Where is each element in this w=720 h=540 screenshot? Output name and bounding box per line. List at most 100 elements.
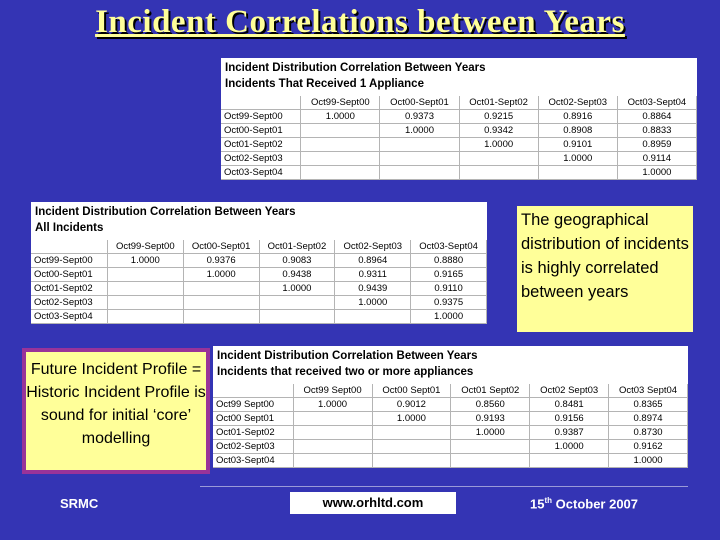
column-header: Oct99-Sept00: [301, 96, 380, 110]
column-header: Oct01 Sept02: [451, 384, 530, 398]
table-cell: 1.0000: [609, 454, 688, 468]
table-cell: 0.8365: [609, 398, 688, 412]
modelling-note: Future Incident Profile = Historic Incid…: [22, 348, 210, 474]
table-cell: 0.8880: [411, 254, 487, 268]
data-table: Oct99-Sept00 Oct00-Sept01 Oct01-Sept02 Oct0…: [31, 240, 487, 324]
table-row: Oct03-Sept04 1.0000: [213, 454, 688, 468]
table-cell: 1.0000: [411, 310, 487, 324]
table-cell: 0.8959: [617, 138, 696, 152]
table-cell: [530, 454, 609, 468]
table-cell: [380, 166, 459, 180]
header-row: Oct99 Sept00 Oct00 Sept01 Oct01 Sept02 Oct0…: [213, 384, 688, 398]
column-header: Oct03 Sept04: [609, 384, 688, 398]
footer-divider: [200, 486, 688, 487]
table-cell: 0.9193: [451, 412, 530, 426]
table-cell: 1.0000: [107, 254, 183, 268]
table-cell: [538, 166, 617, 180]
table-cell: [372, 454, 451, 468]
table-cell: 1.0000: [372, 412, 451, 426]
table-cell: [293, 412, 372, 426]
column-header: Oct00-Sept01: [183, 240, 259, 254]
table-cell: [459, 166, 538, 180]
column-header: Oct03-Sept04: [617, 96, 696, 110]
table-row: Oct03-Sept04 1.0000: [221, 166, 697, 180]
table-cell: 0.9162: [609, 440, 688, 454]
table-row: Oct00 Sept01 1.0000 0.9193 0.9156 0.8974: [213, 412, 688, 426]
table-cell: [372, 440, 451, 454]
table-row: Oct02-Sept03 1.0000 0.9162: [213, 440, 688, 454]
table-heading-line-1: Incident Distribution Correlation Betwee…: [225, 60, 693, 76]
table-row: Oct01-Sept02 1.0000 0.9101 0.8959: [221, 138, 697, 152]
table-cell: [380, 138, 459, 152]
table-cell: [293, 426, 372, 440]
column-header: Oct00-Sept01: [380, 96, 459, 110]
table-row: Oct00-Sept01 1.0000 0.9438 0.9311 0.9165: [31, 268, 487, 282]
table-cell: 1.0000: [301, 110, 380, 124]
table-cell: [107, 296, 183, 310]
table-heading-line-2: All Incidents: [35, 220, 483, 236]
table-cell: [183, 282, 259, 296]
table-cell: 0.9387: [530, 426, 609, 440]
column-header: Oct99-Sept00: [107, 240, 183, 254]
row-header: Oct02-Sept03: [31, 296, 107, 310]
column-header: Oct00 Sept01: [372, 384, 451, 398]
table-row: Oct99-Sept00 1.0000 0.9373 0.9215 0.8916 0.88…: [221, 110, 697, 124]
table-cell: [301, 138, 380, 152]
row-header: Oct01-Sept02: [213, 426, 293, 440]
table-row: Oct01-Sept02 1.0000 0.9387 0.8730: [213, 426, 688, 440]
table-cell: 0.8974: [609, 412, 688, 426]
table-row: Oct03-Sept04 1.0000: [31, 310, 487, 324]
page-title: Incident Correlations between Years: [0, 4, 720, 41]
data-table: Oct99 Sept00 Oct00 Sept01 Oct01 Sept02 Oct0…: [213, 384, 688, 468]
table-cell: 0.9311: [335, 268, 411, 282]
table-cell: [335, 310, 411, 324]
table-cell: 1.0000: [451, 426, 530, 440]
table-cell: 1.0000: [380, 124, 459, 138]
table-cell: [451, 440, 530, 454]
table-heading: Incident Distribution Correlation Betwee…: [213, 346, 688, 384]
table-cell: 0.9342: [459, 124, 538, 138]
table-cell: 1.0000: [538, 152, 617, 166]
row-header: Oct03-Sept04: [221, 166, 301, 180]
table-cell: [259, 310, 335, 324]
table-cell: [107, 310, 183, 324]
table-row: Oct99-Sept00 1.0000 0.9376 0.9083 0.8964 0.88…: [31, 254, 487, 268]
table-cell: 1.0000: [459, 138, 538, 152]
table-cell: 1.0000: [617, 166, 696, 180]
table-cell: 0.9375: [411, 296, 487, 310]
row-header: Oct99 Sept00: [213, 398, 293, 412]
table-heading: Incident Distribution Correlation Betwee…: [31, 202, 487, 240]
table-cell: 0.9156: [530, 412, 609, 426]
column-header: Oct02-Sept03: [538, 96, 617, 110]
table-cell: [380, 152, 459, 166]
column-header: Oct99 Sept00: [293, 384, 372, 398]
table-row: Oct02-Sept03 1.0000 0.9375: [31, 296, 487, 310]
table-cell: 0.9376: [183, 254, 259, 268]
table-cell: 1.0000: [335, 296, 411, 310]
table-cell: 1.0000: [530, 440, 609, 454]
row-header: Oct00-Sept01: [31, 268, 107, 282]
table-cell: [107, 268, 183, 282]
column-header: Oct01-Sept02: [259, 240, 335, 254]
table-heading-line-1: Incident Distribution Correlation Betwee…: [35, 204, 483, 220]
table-cell: 1.0000: [183, 268, 259, 282]
table-cell: 0.9110: [411, 282, 487, 296]
table-row: Oct00-Sept01 1.0000 0.9342 0.8908 0.8833: [221, 124, 697, 138]
row-header: Oct02-Sept03: [213, 440, 293, 454]
correlation-table-one-appliance: Incident Distribution Correlation Betwee…: [221, 58, 697, 180]
table-cell: 0.9114: [617, 152, 696, 166]
table-cell: 0.8833: [617, 124, 696, 138]
footer-website-link[interactable]: www.orhltd.com: [290, 492, 456, 514]
table-cell: 0.9101: [538, 138, 617, 152]
table-cell: [451, 454, 530, 468]
table-cell: 1.0000: [293, 398, 372, 412]
corner-cell: [213, 384, 293, 398]
table-row: Oct02-Sept03 1.0000 0.9114: [221, 152, 697, 166]
table-cell: [301, 152, 380, 166]
header-row: Oct99-Sept00 Oct00-Sept01 Oct01-Sept02 Oct0…: [31, 240, 487, 254]
table-cell: 0.8916: [538, 110, 617, 124]
table-cell: [107, 282, 183, 296]
table-cell: 0.9012: [372, 398, 451, 412]
row-header: Oct03-Sept04: [213, 454, 293, 468]
table-row: Oct01-Sept02 1.0000 0.9439 0.9110: [31, 282, 487, 296]
